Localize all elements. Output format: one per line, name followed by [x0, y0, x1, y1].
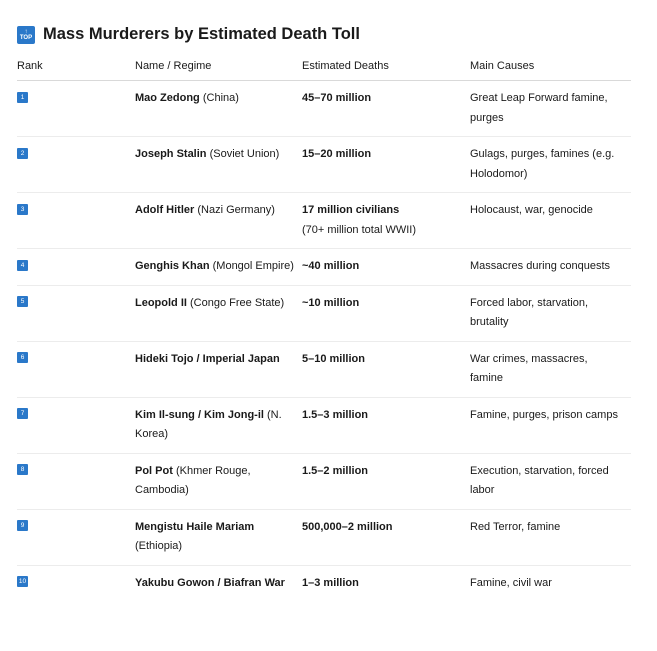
name-cell: Yakubu Gowon / Biafran War — [135, 565, 302, 601]
rank-cell: 1 — [17, 80, 135, 137]
table-row: 7 Kim Il-sung / Kim Jong-il (N. Korea) 1.5… — [17, 397, 631, 454]
name-cell: Hideki Tojo / Imperial Japan — [135, 341, 302, 398]
name-cell: Joseph Stalin (Soviet Union) — [135, 136, 302, 193]
causes-cell: Great Leap Forward famine, purges — [470, 80, 631, 137]
rank-badge-icon: 8 — [17, 464, 28, 476]
title-text: Mass Murderers by Estimated Death Toll — [43, 25, 360, 43]
rank-badge-icon: 7 — [17, 408, 28, 420]
leader-name: Joseph Stalin — [135, 148, 207, 160]
table-row: 5 Leopold II (Congo Free State) ~10 millio… — [17, 285, 631, 342]
rank-badge-icon: 4 — [17, 259, 28, 271]
rank-badge-icon: 9 — [17, 520, 28, 532]
rank-cell: 6 — [17, 341, 135, 398]
regime: (Nazi Germany) — [197, 204, 275, 216]
table-row: 3 Adolf Hitler (Nazi Germany) 17 million c… — [17, 192, 631, 249]
death-toll-table: Rank Name / Regime Estimated Deaths Main… — [17, 56, 631, 601]
name-cell: Mengistu Haile Mariam (Ethiopia) — [135, 509, 302, 566]
regime: (China) — [202, 92, 239, 104]
rank-cell: 4 — [17, 248, 135, 286]
table-row: 10 Yakubu Gowon / Biafran War 1–3 million F… — [17, 565, 631, 601]
deaths-value: 5–10 million — [302, 352, 365, 365]
causes-cell: Famine, civil war — [470, 576, 552, 589]
rank-badge-icon: 6 — [17, 352, 28, 364]
regime: (Khmer Rouge, Cambodia) — [135, 464, 251, 497]
causes-cell: Famine, purges, prison camps — [470, 397, 631, 454]
table-row: 4 Genghis Khan (Mongol Empire) ~40 million… — [17, 248, 631, 286]
header-deaths: Estimated Deaths — [302, 56, 470, 81]
leader-name: Leopold II — [135, 296, 187, 309]
rank-cell: 3 — [17, 192, 135, 249]
table-row: 1 Mao Zedong (China) 45–70 million Great Le… — [17, 80, 631, 137]
deaths-cell: 17 million civilians (70+ million total W… — [302, 192, 470, 249]
table-row: 2 Joseph Stalin (Soviet Union) 15–20 milli… — [17, 136, 631, 193]
deaths-value: ~40 million — [302, 260, 360, 272]
rank-badge-icon: 2 — [17, 147, 28, 159]
deaths-cell: 15–20 million — [302, 136, 470, 193]
header-causes: Main Causes — [470, 56, 631, 81]
header-rank: Rank — [17, 56, 135, 81]
deaths-value: ~10 million — [302, 296, 360, 309]
table-row: 6 Hideki Tojo / Imperial Japan 5–10 millio… — [17, 341, 631, 398]
leader-name: Adolf Hitler — [135, 204, 195, 216]
page-title: ↑ TOP Mass Murderers by Estimated Death T… — [17, 25, 360, 44]
name-cell: Genghis Khan (Mongol Empire) — [135, 248, 302, 286]
deaths-value: 1–3 million — [302, 576, 359, 589]
rank-cell: 8 — [17, 453, 135, 510]
deaths-cell: ~40 million — [302, 248, 470, 286]
rank-badge-icon: 5 — [17, 296, 28, 308]
deaths-cell: 1–3 million — [302, 565, 470, 601]
causes-cell: Massacres during conquests — [470, 248, 631, 286]
rank-cell: 5 — [17, 285, 135, 342]
rank-badge-icon: 10 — [17, 576, 28, 588]
causes-cell: Gulags, purges, famines (e.g. Holodomor) — [470, 136, 631, 193]
deaths-cell: ~10 million — [302, 285, 470, 342]
rank-cell: 9 — [17, 509, 135, 566]
deaths-cell: 5–10 million — [302, 341, 470, 398]
name-cell: Pol Pot (Khmer Rouge, Cambodia) — [135, 453, 302, 510]
table-row: 8 Pol Pot (Khmer Rouge, Cambodia) 1.5–2 mi… — [17, 453, 631, 510]
deaths-cell: 500,000–2 million — [302, 509, 470, 566]
causes-cell: Execution, starvation, forced labor — [470, 453, 631, 510]
deaths-value: 500,000–2 million — [302, 520, 393, 533]
deaths-cell: 45–70 million — [302, 80, 470, 137]
table-row: 9 Mengistu Haile Mariam (Ethiopia) 500,000… — [17, 509, 631, 566]
leader-name: Mengistu Haile Mariam — [135, 520, 255, 533]
regime: (Mongol Empire) — [212, 260, 294, 272]
leader-name: Pol Pot — [135, 464, 173, 477]
deaths-value: 15–20 million — [302, 148, 372, 160]
name-cell: Kim Il-sung / Kim Jong-il (N. Korea) — [135, 397, 302, 454]
leader-name: Genghis Khan — [135, 260, 210, 272]
top-arrow-icon: ↑ TOP — [17, 25, 35, 44]
leader-name: Mao Zedong — [135, 92, 200, 104]
rank-badge-icon: 3 — [17, 203, 28, 215]
leader-name: Yakubu Gowon / Biafran War — [135, 576, 285, 589]
name-cell: Adolf Hitler (Nazi Germany) — [135, 192, 302, 249]
header-name: Name / Regime — [135, 56, 302, 81]
causes-cell: Red Terror, famine — [470, 509, 631, 566]
deaths-cell: 1.5–2 million — [302, 453, 470, 510]
deaths-value: 45–70 million — [302, 92, 372, 104]
regime: (Ethiopia) — [135, 540, 183, 552]
leader-name: Hideki Tojo / Imperial Japan — [135, 352, 280, 365]
causes-cell: Forced labor, starvation, brutality — [470, 285, 631, 342]
deaths-value: 1.5–2 million — [302, 464, 369, 477]
rank-cell: 2 — [17, 136, 135, 193]
regime: (Congo Free State) — [190, 296, 285, 309]
causes-cell: War crimes, massacres, famine — [470, 341, 631, 398]
deaths-value: 17 million civilians — [302, 204, 400, 216]
name-cell: Leopold II (Congo Free State) — [135, 285, 302, 342]
leader-name: Kim Il-sung / Kim Jong-il — [135, 408, 264, 421]
rank-cell: 10 — [17, 565, 135, 601]
deaths-value: 1.5–3 million — [302, 408, 369, 421]
rank-cell: 7 — [17, 397, 135, 454]
table-header-row: Rank Name / Regime Estimated Deaths Main… — [17, 56, 631, 81]
rank-badge-icon: 1 — [17, 91, 28, 103]
deaths-note: (70+ million total WWII) — [302, 223, 416, 236]
deaths-cell: 1.5–3 million — [302, 397, 470, 454]
name-cell: Mao Zedong (China) — [135, 80, 302, 137]
causes-cell: Holocaust, war, genocide — [470, 192, 631, 249]
regime: (N. Korea) — [135, 408, 282, 441]
regime: (Soviet Union) — [209, 148, 280, 160]
